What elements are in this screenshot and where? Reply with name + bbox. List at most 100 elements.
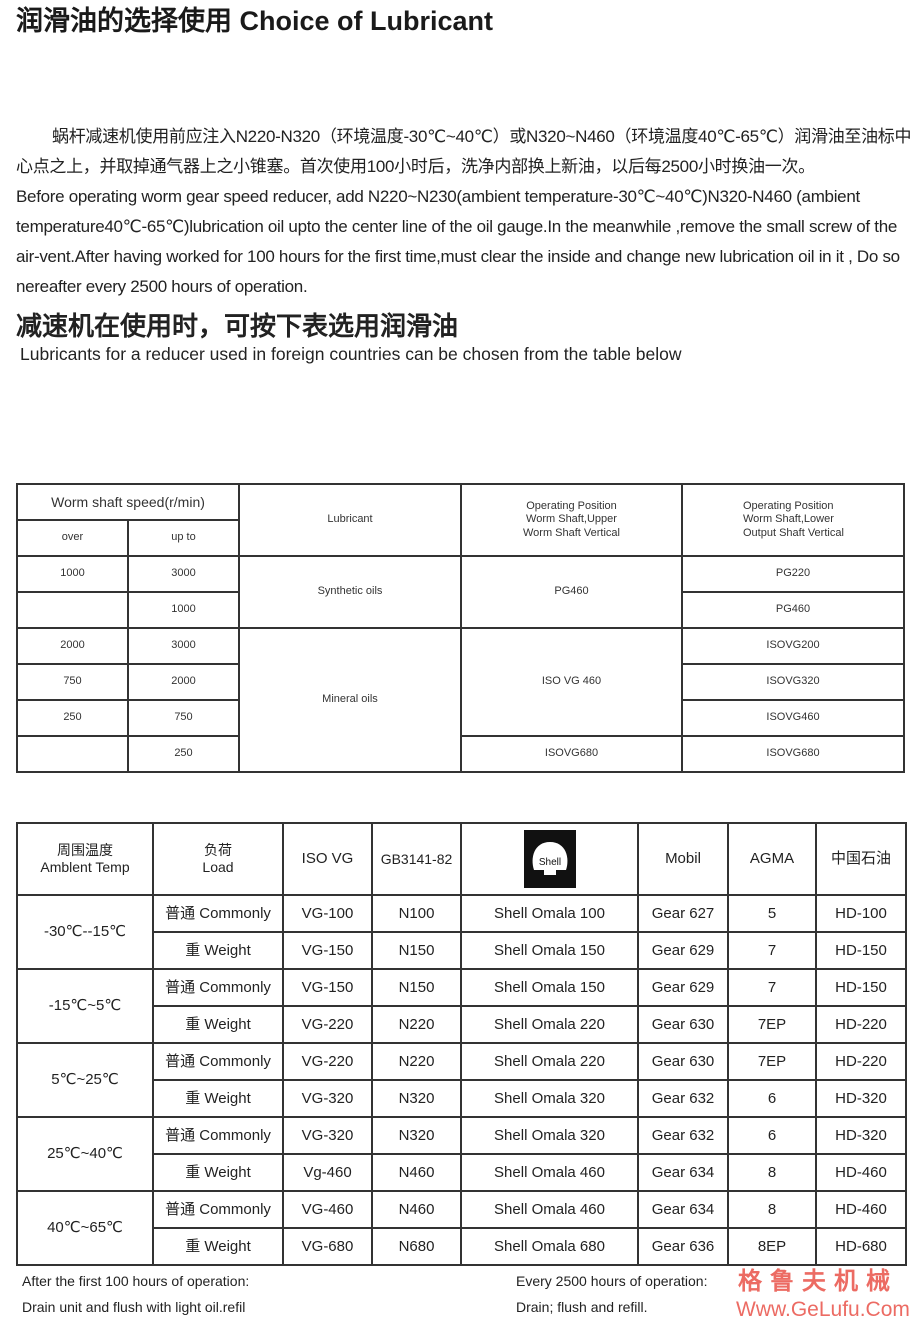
cell-cnpc: HD-100 bbox=[815, 894, 907, 933]
table-row: -15℃~5℃ 普通 Commonly VG-150 N150 Shell Omala … bbox=[16, 968, 907, 1044]
cell-load: 普通 Commonly bbox=[152, 1190, 284, 1229]
upto-header: up to bbox=[127, 519, 240, 557]
cell-agma: 8 bbox=[727, 1153, 817, 1192]
cell-mobil: Gear 634 bbox=[637, 1190, 729, 1229]
cell-gb3141: N220 bbox=[371, 1042, 462, 1081]
cell-lower: PG220 bbox=[681, 555, 905, 593]
cell-gb3141: N100 bbox=[371, 894, 462, 933]
cell-mobil: Gear 630 bbox=[637, 1042, 729, 1081]
cell-iso-vg: VG-150 bbox=[282, 968, 373, 1007]
cell-gb3141: N150 bbox=[371, 931, 462, 970]
cell-upto: 3000 bbox=[127, 627, 240, 665]
synthetic-oils: Synthetic oils bbox=[238, 555, 462, 629]
cell-iso-vg: VG-150 bbox=[282, 931, 373, 970]
cell-iso-vg: VG-320 bbox=[282, 1116, 373, 1155]
cell-over bbox=[16, 735, 129, 773]
cell-cnpc: HD-320 bbox=[815, 1079, 907, 1118]
mineral-oils: Mineral oils bbox=[238, 627, 462, 773]
load-header: 负荷 Load bbox=[152, 822, 284, 896]
cell-agma: 5 bbox=[727, 894, 817, 933]
cell-load: 普通 Commonly bbox=[152, 1116, 284, 1155]
table-row: 重 Weight VG-150 N150 Shell Omala 150 Gear 62… bbox=[17, 931, 907, 970]
watermark-url: Www.GeLufu.Com bbox=[736, 1298, 910, 1321]
cell-cnpc: HD-220 bbox=[815, 1005, 907, 1044]
table-row: -30℃--15℃ 普通 Commonly VG-100 N100 Shell Omal… bbox=[16, 894, 907, 970]
lower-position-header: Operating Position Worm Shaft,Lower Outp… bbox=[681, 483, 905, 557]
temp-range: 5℃~25℃ bbox=[16, 1042, 154, 1118]
cnpc-header: 中国石油 bbox=[815, 822, 907, 896]
cell-gb3141: N220 bbox=[371, 1005, 462, 1044]
table-row: 重 Weight VG-320 N320 Shell Omala 320 Gear 63… bbox=[17, 1079, 907, 1118]
temp-range: -30℃--15℃ bbox=[16, 894, 154, 970]
speed-lubricant-table: Worm shaft speed(r/min) Lubricant Operat… bbox=[16, 483, 905, 773]
isovg-header: ISO VG bbox=[282, 822, 373, 896]
cell-shell: Shell Omala 220 bbox=[460, 1005, 639, 1044]
cell-cnpc: HD-460 bbox=[815, 1153, 907, 1192]
cell-load: 重 Weight bbox=[152, 1005, 284, 1044]
temp-range: 40℃~65℃ bbox=[16, 1190, 154, 1266]
cell-load: 重 Weight bbox=[152, 1153, 284, 1192]
cell-mobil: Gear 632 bbox=[637, 1079, 729, 1118]
cell-upto: 3000 bbox=[127, 555, 240, 593]
cell-iso-vg: VG-220 bbox=[282, 1042, 373, 1081]
cell-iso-vg: VG-460 bbox=[282, 1190, 373, 1229]
temp-header: 周围温度 Amblent Temp bbox=[16, 822, 154, 896]
cell-shell: Shell Omala 100 bbox=[460, 894, 639, 933]
cell-mobil: Gear 632 bbox=[637, 1116, 729, 1155]
cell-shell: Shell Omala 320 bbox=[460, 1116, 639, 1155]
cell-agma: 8 bbox=[727, 1190, 817, 1229]
cell-mobil: Gear 636 bbox=[637, 1227, 729, 1266]
cell-upto: 250 bbox=[127, 735, 240, 773]
temperature-lubricant-table: 周围温度 Amblent Temp 负荷 Load ISO VG GB3141-… bbox=[16, 822, 907, 1266]
isovg680-upper: ISOVG680 bbox=[460, 735, 683, 773]
table-row: 重 Weight VG-680 N680 Shell Omala 680 Gear 63… bbox=[17, 1227, 907, 1266]
cell-over bbox=[16, 591, 129, 629]
cell-iso-vg: VG-100 bbox=[282, 894, 373, 933]
cell-shell: Shell Omala 220 bbox=[460, 1042, 639, 1081]
cell-load: 普通 Commonly bbox=[152, 894, 284, 933]
watermark-chinese: 格鲁夫机械 bbox=[738, 1266, 898, 1295]
section-subtitle: Lubricants for a reducer used in foreign… bbox=[20, 344, 682, 364]
cell-cnpc: HD-150 bbox=[815, 931, 907, 970]
cell-shell: Shell Omala 460 bbox=[460, 1190, 639, 1229]
cell-cnpc: HD-460 bbox=[815, 1190, 907, 1229]
cell-load: 普通 Commonly bbox=[152, 1042, 284, 1081]
cell-gb3141: N460 bbox=[371, 1153, 462, 1192]
cell-iso-vg: Vg-460 bbox=[282, 1153, 373, 1192]
cell-shell: Shell Omala 150 bbox=[460, 968, 639, 1007]
gb-header: GB3141-82 bbox=[371, 822, 462, 896]
cell-upto: 750 bbox=[127, 699, 240, 737]
footer-left-1: After the first 100 hours of operation: bbox=[22, 1273, 250, 1289]
cell-load: 普通 Commonly bbox=[152, 968, 284, 1007]
cell-over: 750 bbox=[16, 663, 129, 701]
temp-range: -15℃~5℃ bbox=[16, 968, 154, 1044]
cell-gb3141: N680 bbox=[371, 1227, 462, 1266]
cell-lower: ISOVG200 bbox=[681, 627, 905, 665]
shell-header: Shell bbox=[460, 822, 639, 896]
cell-shell: Shell Omala 150 bbox=[460, 931, 639, 970]
upper-position-header: Operating Position Worm Shaft,Upper Worm… bbox=[460, 483, 683, 557]
cell-mobil: Gear 630 bbox=[637, 1005, 729, 1044]
intro-english: Before operating worm gear speed reducer… bbox=[16, 187, 900, 296]
temp-range: 25℃~40℃ bbox=[16, 1116, 154, 1192]
cell-mobil: Gear 627 bbox=[637, 894, 729, 933]
table-row: 5℃~25℃ 普通 Commonly VG-220 N220 Shell Omala 2… bbox=[16, 1042, 907, 1118]
mobil-header: Mobil bbox=[637, 822, 729, 896]
cell-agma: 8EP bbox=[727, 1227, 817, 1266]
cell-over: 250 bbox=[16, 699, 129, 737]
shell-logo-icon: Shell bbox=[523, 830, 576, 888]
cell-cnpc: HD-320 bbox=[815, 1116, 907, 1155]
table-row: 40℃~65℃ 普通 Commonly VG-460 N460 Shell Omala … bbox=[16, 1190, 907, 1266]
cell-agma: 7 bbox=[727, 931, 817, 970]
cell-lower: PG460 bbox=[681, 591, 905, 629]
cell-mobil: Gear 629 bbox=[637, 931, 729, 970]
cell-agma: 6 bbox=[727, 1079, 817, 1118]
cell-lower: ISOVG320 bbox=[681, 663, 905, 701]
cell-upto: 2000 bbox=[127, 663, 240, 701]
cell-load: 重 Weight bbox=[152, 1079, 284, 1118]
cell-cnpc: HD-220 bbox=[815, 1042, 907, 1081]
table-row: 25℃~40℃ 普通 Commonly VG-320 N320 Shell Omala … bbox=[16, 1116, 907, 1192]
footer-right-2: Drain; flush and refill. bbox=[516, 1299, 648, 1315]
cell-shell: Shell Omala 460 bbox=[460, 1153, 639, 1192]
